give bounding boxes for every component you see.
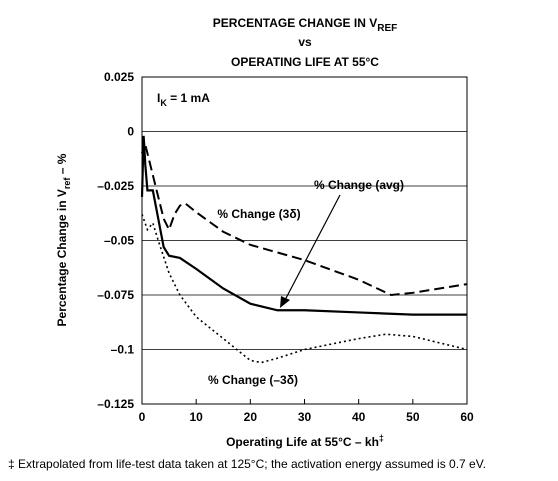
x-tick-label: 40 xyxy=(352,410,366,424)
x-tick-label: 50 xyxy=(406,410,420,424)
x-tick-label: 60 xyxy=(460,410,474,424)
condition-label-part: K xyxy=(160,98,167,108)
chart-title: OPERATING LIFE AT 55°C xyxy=(231,55,379,69)
x-tick-label: 10 xyxy=(189,410,203,424)
y-tick-label: –0.025 xyxy=(97,179,134,193)
y-axis-label-part: Percentage Change in V xyxy=(55,189,69,326)
series-label: % Change (–3δ) xyxy=(208,373,298,387)
series-line xyxy=(141,142,468,297)
x-axis-label-part: Operating Life at 55°C – kh xyxy=(226,435,379,449)
x-tick-label: 20 xyxy=(244,410,258,424)
y-tick-label: –0.125 xyxy=(97,397,134,411)
chart-title: vs xyxy=(298,35,312,49)
x-tick-label: 30 xyxy=(298,410,312,424)
condition-label-part: = 1 mA xyxy=(167,91,210,105)
series-label: % Change (3δ) xyxy=(217,207,300,221)
y-axis-label-part: – % xyxy=(55,153,69,177)
y-tick-label: –0.05 xyxy=(104,234,134,248)
y-tick-label: –0.075 xyxy=(97,288,134,302)
label-box xyxy=(288,175,430,195)
y-axis-label-part: ref xyxy=(62,177,72,190)
x-axis-label: Operating Life at 55°C – kh‡ xyxy=(226,433,384,449)
y-tick-label: 0 xyxy=(127,125,134,139)
x-tick-label: 0 xyxy=(139,410,146,424)
y-tick-label: 0.025 xyxy=(104,70,134,84)
series-line xyxy=(140,135,467,316)
title-sub: REF xyxy=(377,23,397,34)
arrow-head xyxy=(280,296,290,308)
condition-label: IK = 1 mA xyxy=(157,91,210,108)
y-tick-label: –0.1 xyxy=(111,343,135,357)
chart-title: PERCENTAGE CHANGE IN VREF xyxy=(213,16,397,34)
title-part: PERCENTAGE CHANGE IN V xyxy=(213,16,377,30)
series-label: % Change (avg) xyxy=(314,178,404,192)
footnote: ‡ Extrapolated from life-test data taken… xyxy=(8,457,486,471)
arrow-line xyxy=(283,194,341,303)
x-axis-label-part: ‡ xyxy=(379,433,384,443)
series-line xyxy=(141,214,468,364)
condition-label-part: I xyxy=(157,91,160,105)
y-axis-label: Percentage Change in Vref – % xyxy=(55,153,72,326)
